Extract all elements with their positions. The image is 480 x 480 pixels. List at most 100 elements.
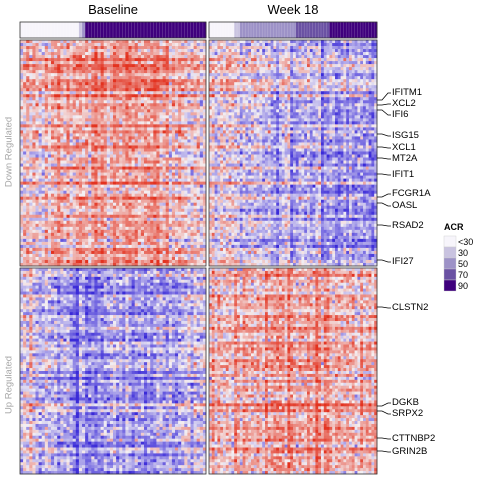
heatmap-cell bbox=[75, 226, 80, 231]
heatmap-cell bbox=[165, 88, 170, 92]
heatmap-cell bbox=[122, 85, 126, 89]
heatmap-cell bbox=[63, 199, 67, 204]
heatmap-cell bbox=[193, 43, 197, 47]
heatmap-cell bbox=[134, 124, 139, 128]
heatmap-cell bbox=[187, 199, 191, 204]
heatmap-cell bbox=[144, 250, 148, 255]
heatmap-cell bbox=[35, 91, 39, 95]
heatmap-cell bbox=[85, 211, 89, 216]
heatmap-cell bbox=[128, 118, 132, 122]
heatmap-cell bbox=[171, 64, 176, 68]
heatmap-cell bbox=[91, 241, 95, 246]
heatmap-cell bbox=[97, 187, 101, 191]
heatmap-cell bbox=[100, 163, 104, 167]
heatmap-cell bbox=[119, 208, 123, 213]
heatmap-cell bbox=[113, 73, 117, 77]
heatmap-cell bbox=[69, 109, 73, 113]
heatmap-cell bbox=[116, 100, 120, 104]
heatmap-cell bbox=[47, 253, 52, 258]
heatmap-cell bbox=[20, 109, 24, 113]
heatmap-cell bbox=[181, 196, 185, 200]
heatmap-cell bbox=[162, 256, 166, 261]
heatmap-cell bbox=[125, 190, 129, 194]
heatmap-cell bbox=[44, 49, 49, 53]
heatmap-cell bbox=[140, 220, 145, 225]
heatmap-cell bbox=[168, 127, 173, 131]
heatmap-cell bbox=[54, 61, 58, 65]
heatmap-cell bbox=[106, 235, 111, 240]
heatmap-cell bbox=[51, 220, 55, 225]
heatmap-cell bbox=[147, 220, 151, 225]
heatmap-cell bbox=[184, 91, 188, 95]
heatmap-cell bbox=[171, 250, 176, 255]
heatmap-cell bbox=[171, 175, 176, 179]
heatmap-cell bbox=[109, 211, 114, 216]
heatmap-cell bbox=[281, 46, 285, 50]
heatmap-cell bbox=[78, 226, 83, 231]
heatmap-cell bbox=[29, 154, 33, 158]
acr-annotation-cell bbox=[326, 22, 330, 38]
heatmap-cell bbox=[109, 106, 114, 110]
heatmap-cell bbox=[75, 82, 80, 86]
heatmap-cell bbox=[82, 178, 86, 182]
heatmap-cell bbox=[168, 43, 173, 47]
heatmap-cell bbox=[165, 202, 170, 207]
heatmap-cell bbox=[171, 256, 176, 261]
heatmap-cell bbox=[91, 67, 95, 71]
heatmap-cell bbox=[193, 106, 197, 110]
heatmap-cell bbox=[119, 100, 123, 104]
heatmap-cell bbox=[75, 43, 80, 47]
heatmap-cell bbox=[100, 85, 104, 89]
heatmap-cell bbox=[91, 172, 95, 176]
heatmap-cell bbox=[91, 85, 95, 89]
acr-annotation-cell bbox=[290, 22, 294, 38]
heatmap-cell bbox=[78, 40, 83, 44]
heatmap-cell bbox=[187, 76, 191, 80]
heatmap-cell bbox=[196, 160, 201, 164]
heatmap-cell bbox=[165, 226, 170, 231]
heatmap-cell bbox=[140, 94, 145, 98]
heatmap-cell bbox=[199, 106, 204, 110]
heatmap-cell bbox=[196, 127, 201, 131]
heatmap-cell bbox=[196, 43, 201, 47]
heatmap-cell bbox=[196, 97, 201, 101]
heatmap-cell bbox=[44, 253, 49, 258]
heatmap-cell bbox=[44, 178, 49, 182]
heatmap-cell bbox=[357, 40, 361, 44]
heatmap-cell bbox=[119, 40, 123, 44]
heatmap-cell bbox=[187, 115, 191, 119]
heatmap-cell bbox=[119, 214, 123, 219]
heatmap-cell bbox=[38, 103, 42, 107]
heatmap-cell bbox=[128, 181, 132, 185]
heatmap-cell bbox=[47, 70, 52, 74]
heatmap-cell bbox=[69, 133, 73, 137]
heatmap-cell bbox=[137, 199, 142, 204]
heatmap-cell bbox=[199, 142, 204, 146]
heatmap-cell bbox=[106, 97, 111, 101]
heatmap-cell bbox=[113, 94, 117, 98]
heatmap-cell bbox=[184, 226, 188, 231]
heatmap-cell bbox=[100, 232, 104, 237]
heatmap-cell bbox=[184, 46, 188, 50]
heatmap-cell bbox=[88, 193, 92, 197]
heatmap-cell bbox=[75, 244, 80, 249]
heatmap-cell bbox=[20, 157, 24, 161]
heatmap-cell bbox=[137, 187, 142, 191]
heatmap-cell bbox=[88, 205, 92, 210]
heatmap-cell bbox=[162, 85, 166, 89]
heatmap-cell bbox=[137, 70, 142, 74]
heatmap-cell bbox=[26, 175, 30, 179]
heatmap-cell bbox=[159, 91, 163, 95]
heatmap-cell bbox=[106, 247, 111, 252]
acr-annotation-cell bbox=[346, 22, 350, 38]
heatmap-cell bbox=[168, 229, 173, 234]
heatmap-cell bbox=[41, 142, 46, 146]
heatmap-cell bbox=[60, 46, 64, 50]
acr-annotation-cell bbox=[273, 22, 277, 38]
heatmap-cell bbox=[147, 211, 151, 216]
heatmap-cell bbox=[78, 178, 83, 182]
heatmap-cell bbox=[175, 67, 179, 71]
heatmap-cell bbox=[165, 46, 170, 50]
heatmap-cell bbox=[41, 133, 46, 137]
heatmap-cell bbox=[63, 115, 67, 119]
